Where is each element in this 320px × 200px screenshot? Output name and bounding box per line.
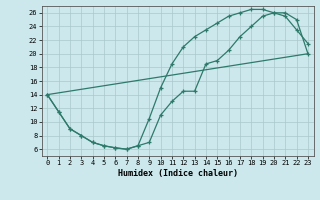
X-axis label: Humidex (Indice chaleur): Humidex (Indice chaleur) [118, 169, 237, 178]
